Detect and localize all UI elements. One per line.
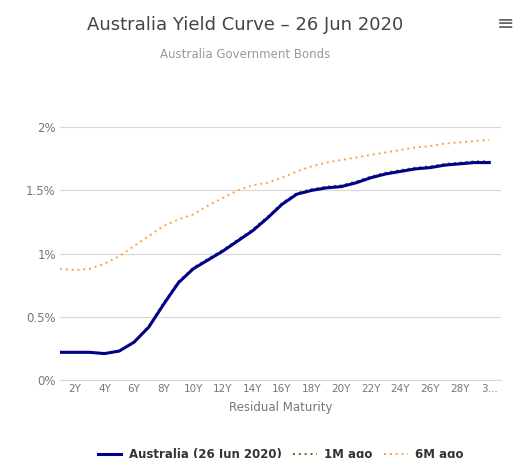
Legend: Australia (26 Jun 2020), 1M ago, 6M ago: Australia (26 Jun 2020), 1M ago, 6M ago	[93, 443, 468, 458]
Text: Australia Government Bonds: Australia Government Bonds	[160, 48, 330, 61]
Text: Australia Yield Curve – 26 Jun 2020: Australia Yield Curve – 26 Jun 2020	[87, 16, 404, 34]
X-axis label: Residual Maturity: Residual Maturity	[229, 401, 333, 414]
Text: ≡: ≡	[496, 14, 514, 34]
